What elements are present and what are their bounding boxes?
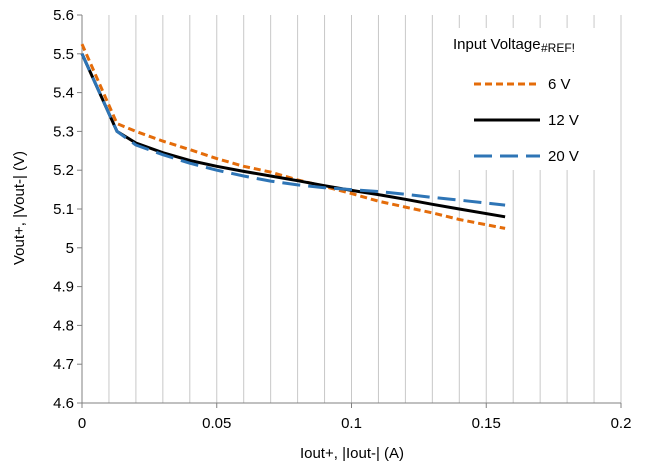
y-tick-label: 5.4 [53, 85, 74, 102]
legend-label-1: 6 V [548, 76, 571, 93]
y-tick-label: 4.9 [53, 279, 74, 296]
legend-title: Input Voltage [453, 36, 541, 53]
series-layer [80, 43, 506, 230]
legend-note: #REF! [541, 41, 575, 55]
x-tick-label: 0.2 [611, 415, 632, 432]
y-axis-title: Vout+, |Vout-| (V) [11, 151, 28, 265]
legend-label-2: 12 V [548, 112, 579, 129]
y-tick-label: 5.5 [53, 46, 74, 63]
legend-items: 6 V 12 V 20 V [474, 76, 579, 165]
y-tick-label: 4.7 [53, 356, 74, 373]
axis-layer [77, 14, 622, 408]
x-axis-title: Iout+, |Iout-| (A) [300, 445, 404, 462]
x-tick-label: 0.15 [472, 415, 501, 432]
y-tick-label: 4.6 [53, 395, 74, 412]
x-tick-label: 0.1 [341, 415, 362, 432]
x-tick-label: 0.05 [202, 415, 231, 432]
y-tick-label: 4.8 [53, 317, 74, 334]
series-line-2 [80, 53, 506, 219]
series-line-1 [80, 43, 506, 230]
legend-label-3: 20 V [548, 148, 579, 165]
y-tick-label: 5.1 [53, 201, 74, 218]
y-tick-label: 5.6 [53, 7, 74, 24]
series-line-3 [80, 53, 506, 207]
y-tick-label: 5 [66, 240, 74, 257]
y-tick-label: 5.3 [53, 123, 74, 140]
x-tick-label: 0 [78, 415, 86, 432]
y-tick-label: 5.2 [53, 162, 74, 179]
tick-labels: 4.6 4.7 4.8 4.9 5 5.1 5.2 5.3 5.4 5.5 5.6 0 0.05 0.1 0… [53, 7, 631, 432]
legend: Input Voltage #REF! 6 V 12 V 20 V [446, 28, 602, 170]
legend-background [446, 28, 602, 170]
